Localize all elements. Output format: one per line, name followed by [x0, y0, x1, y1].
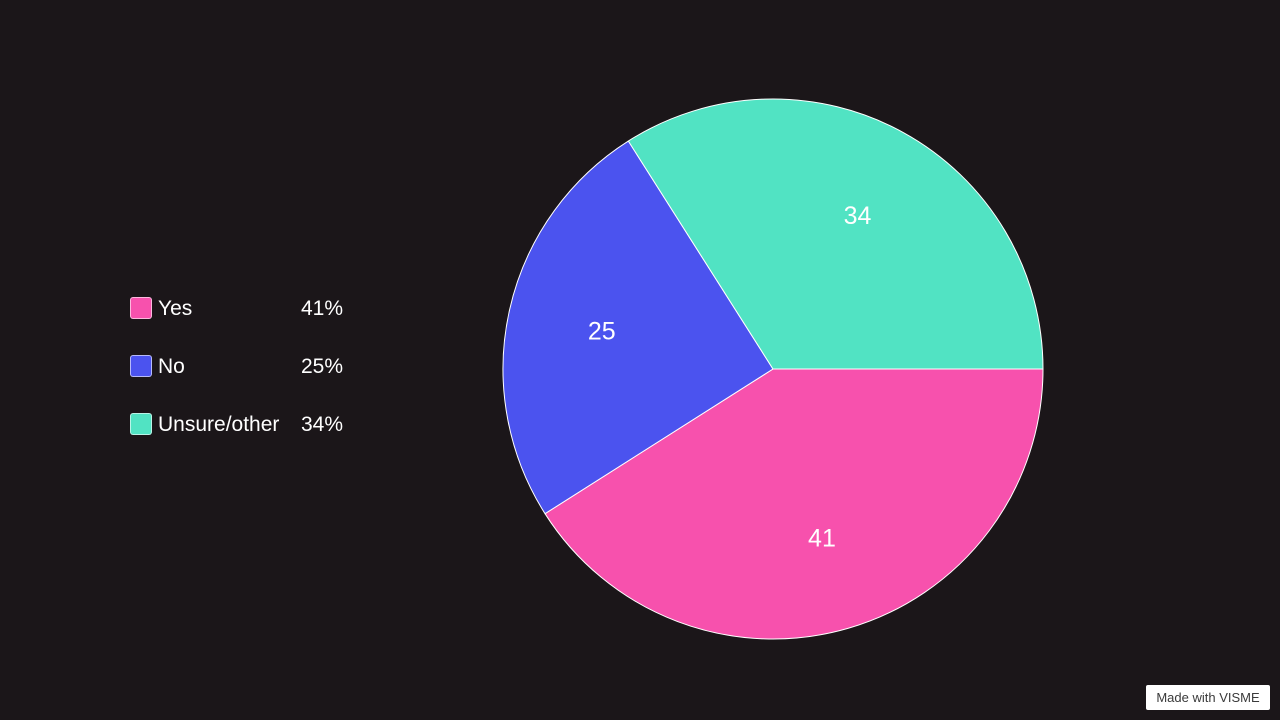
legend-item-no: No 25%: [130, 354, 360, 412]
legend-label-yes: Yes: [158, 297, 193, 320]
legend-swatch-yes: [130, 297, 152, 319]
pie-data-label-unsure-other: 34: [844, 202, 872, 230]
legend-swatch-no: [130, 355, 152, 377]
legend-value-yes: 41%: [301, 297, 344, 320]
legend-label-no: No: [158, 355, 185, 378]
pie-slice-unsure-other: [627, 98, 1044, 370]
legend-item-yes: Yes 41%: [130, 296, 360, 354]
made-with-visme-badge[interactable]: Made with VISME: [1146, 685, 1270, 710]
legend-value-unsure: 34%: [301, 413, 344, 436]
legend-value-no: 25%: [301, 355, 344, 378]
pie-slice-no: [502, 140, 774, 515]
pie-slice-yes: [544, 368, 1044, 640]
pie-data-label-no: 25: [588, 318, 616, 346]
pie-data-label-yes: 41: [808, 525, 836, 553]
legend-item-unsure: Unsure/other 34%: [130, 412, 360, 470]
legend-swatch-unsure: [130, 413, 152, 435]
legend: Yes 41% No 25% Unsure/other 34%: [130, 296, 360, 470]
legend-label-unsure: Unsure/other: [158, 413, 280, 436]
